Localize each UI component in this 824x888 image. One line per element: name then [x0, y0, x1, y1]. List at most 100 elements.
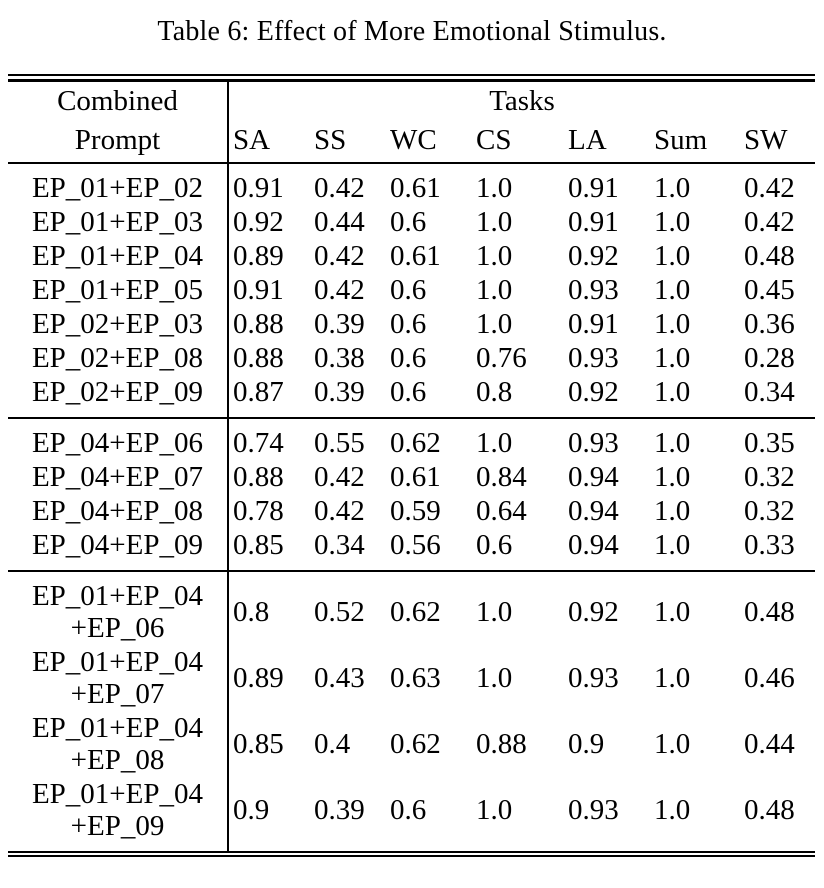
value-cell: 0.45 [744, 274, 795, 306]
row-label-line: EP_01+EP_03 [31, 206, 204, 238]
bottom-rule [8, 851, 815, 857]
row-label: EP_01+EP_04 +EP_06 [8, 571, 229, 645]
value-cell: 0.48 [744, 794, 795, 826]
table-group: EP_01+EP_02 0.91 0.42 0.61 1.0 0.91 1.0 0.42 EP_… [8, 163, 816, 418]
value-cell: 1.0 [654, 596, 691, 628]
value-cell: 0.93 [568, 274, 619, 306]
header-row-2: Prompt SA SS WC CS LA Sum SW [8, 118, 815, 163]
table-row: EP_02+EP_09 0.87 0.39 0.6 0.8 0.92 1.0 0.34 [8, 375, 815, 418]
value-cell: 0.91 [233, 172, 284, 204]
row-label-line: EP_01+EP_04 [31, 240, 204, 272]
table-group: EP_04+EP_06 0.74 0.55 0.62 1.0 0.93 1.0 0.35 EP_… [8, 418, 816, 571]
value-cell: 0.42 [314, 274, 365, 306]
header-combined: Combined [8, 82, 229, 118]
value-cell: 0.91 [233, 274, 284, 306]
value-cell: 0.85 [233, 728, 284, 760]
value-cell: 0.76 [476, 342, 527, 374]
value-cell: 0.88 [476, 728, 527, 760]
value-cell: 1.0 [476, 274, 513, 306]
value-cell: 0.93 [568, 794, 619, 826]
value-cell: 0.91 [568, 308, 619, 340]
value-cell: 0.42 [314, 172, 365, 204]
value-cell: 1.0 [654, 240, 691, 272]
value-cell: 1.0 [654, 427, 691, 459]
value-cell: 0.9 [568, 728, 605, 760]
value-cell: 0.36 [744, 308, 795, 340]
value-cell: 0.87 [233, 376, 284, 408]
value-cell: 1.0 [654, 308, 691, 340]
row-label: EP_01+EP_05 [8, 273, 229, 307]
row-label: EP_01+EP_04 +EP_09 [8, 777, 229, 851]
value-cell: 0.35 [744, 427, 795, 459]
table-row: EP_01+EP_04 +EP_06 0.8 0.52 0.62 1.0 0.92 1.0 0.… [8, 571, 815, 645]
value-cell: 0.88 [233, 342, 284, 374]
table-group: EP_01+EP_04 +EP_06 0.8 0.52 0.62 1.0 0.92 1.0 0.… [8, 571, 815, 851]
value-cell: 0.88 [233, 308, 284, 340]
row-label-line: +EP_09 [70, 810, 165, 842]
value-cell: 0.46 [744, 662, 795, 694]
value-cell: 1.0 [476, 427, 513, 459]
value-cell: 0.91 [568, 172, 619, 204]
value-cell: 1.0 [476, 240, 513, 272]
value-cell: 0.92 [568, 376, 619, 408]
value-cell: 0.62 [390, 596, 441, 628]
value-cell: 1.0 [476, 794, 513, 826]
value-cell: 0.61 [390, 461, 441, 493]
value-cell: 0.59 [390, 495, 441, 527]
row-label: EP_02+EP_03 [8, 307, 229, 341]
value-cell: 1.0 [654, 495, 691, 527]
header-col-sum: Sum [654, 123, 708, 156]
row-label: EP_01+EP_04 +EP_08 [8, 711, 229, 777]
value-cell: 0.42 [314, 461, 365, 493]
header-col-sw: SW [744, 123, 788, 156]
value-cell: 1.0 [654, 529, 691, 561]
row-label: EP_02+EP_08 [8, 341, 229, 375]
value-cell: 0.42 [314, 240, 365, 272]
value-cell: 0.94 [568, 461, 619, 493]
value-cell: 0.6 [390, 342, 427, 374]
value-cell: 0.6 [390, 376, 427, 408]
row-label-line: EP_01+EP_04 [31, 712, 204, 744]
header-col-cs: CS [476, 123, 512, 156]
header-col-sa: SA [233, 123, 271, 156]
value-cell: 0.34 [314, 529, 365, 561]
value-cell: 0.94 [568, 495, 619, 527]
value-cell: 0.48 [744, 596, 795, 628]
table-row: EP_01+EP_04 +EP_09 0.9 0.39 0.6 1.0 0.93 1.0 0.4… [8, 777, 815, 851]
header-tasks: Tasks [489, 85, 555, 117]
value-cell: 1.0 [476, 172, 513, 204]
value-cell: 0.92 [233, 206, 284, 238]
row-label-line: EP_02+EP_03 [31, 308, 204, 340]
table-wrap: Combined Tasks Prompt SA SS WC CS LA Sum… [8, 74, 816, 857]
value-cell: 0.56 [390, 529, 441, 561]
row-label-line: EP_01+EP_02 [31, 172, 204, 204]
value-cell: 0.62 [390, 728, 441, 760]
row-label: EP_04+EP_07 [8, 460, 229, 494]
value-cell: 1.0 [654, 342, 691, 374]
table-row: EP_02+EP_08 0.88 0.38 0.6 0.76 0.93 1.0 0.28 [8, 341, 815, 375]
row-label-line: +EP_08 [70, 744, 165, 776]
value-cell: 0.28 [744, 342, 795, 374]
value-cell: 0.42 [744, 206, 795, 238]
value-cell: 0.93 [568, 427, 619, 459]
value-cell: 0.78 [233, 495, 284, 527]
value-cell: 0.4 [314, 728, 351, 760]
table-row: EP_01+EP_04 +EP_07 0.89 0.43 0.63 1.0 0.93 1.0 0… [8, 645, 815, 711]
header-prompt: Prompt [8, 118, 229, 163]
value-cell: 0.74 [233, 427, 284, 459]
value-cell: 0.44 [744, 728, 795, 760]
value-cell: 0.8 [476, 376, 513, 408]
header-col-ss: SS [314, 123, 347, 156]
value-cell: 1.0 [476, 308, 513, 340]
row-label-line: +EP_07 [70, 678, 165, 710]
value-cell: 0.89 [233, 662, 284, 694]
row-label-line: EP_01+EP_04 [31, 778, 204, 810]
table-row: EP_04+EP_07 0.88 0.42 0.61 0.84 0.94 1.0 0.32 [8, 460, 815, 494]
value-cell: 0.6 [390, 206, 427, 238]
row-label-line: EP_01+EP_05 [31, 274, 204, 306]
table-row: EP_01+EP_03 0.92 0.44 0.6 1.0 0.91 1.0 0.42 [8, 205, 815, 239]
value-cell: 0.63 [390, 662, 441, 694]
value-cell: 0.33 [744, 529, 795, 561]
value-cell: 0.89 [233, 240, 284, 272]
value-cell: 0.52 [314, 596, 365, 628]
